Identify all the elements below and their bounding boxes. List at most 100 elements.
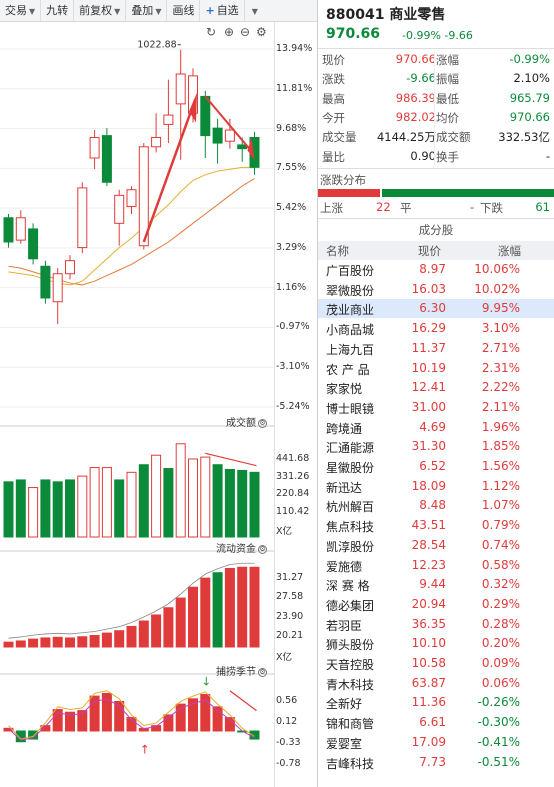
toolbar-ninetransfer-button[interactable]: 九转 <box>41 0 75 22</box>
gear-icon[interactable]: ⚙ <box>258 418 267 428</box>
candle-body <box>175 73 186 105</box>
distribution-up-bar <box>318 189 380 197</box>
constituent-row[interactable]: 凯淳股份 28.54 0.74% <box>318 536 554 555</box>
season-chart: ↑↓ <box>0 673 274 757</box>
stock-change: 10.02% <box>474 281 520 296</box>
zoom-in-icon[interactable]: ⊕ <box>224 25 235 39</box>
constituent-row[interactable]: 农 产 品 10.19 2.31% <box>318 359 554 378</box>
constituent-row[interactable]: 跨境通 4.69 1.96% <box>318 418 554 437</box>
bar-mark <box>200 456 211 538</box>
quote-label: 量比 <box>322 149 345 164</box>
stock-price: 6.52 <box>419 459 446 473</box>
bar-mark <box>224 468 235 538</box>
axis-tick-label: 23.90 <box>276 610 304 622</box>
constituent-row[interactable]: 吉峰科技 7.73 -0.51% <box>318 753 554 772</box>
constituent-row[interactable]: 焦点科技 43.51 0.79% <box>318 516 554 535</box>
bar-mark <box>40 637 51 648</box>
stock-price: 28.54 <box>411 537 446 552</box>
bar-mark <box>212 464 223 538</box>
bar-mark <box>249 471 260 538</box>
constituent-row[interactable]: 若羽臣 36.35 0.28% <box>318 615 554 634</box>
bar-mark <box>126 625 137 648</box>
bar-mark <box>40 479 51 538</box>
down-count: 61 <box>535 200 550 214</box>
quote-value: - <box>545 148 550 163</box>
bar-mark <box>3 727 14 732</box>
zoom-out-icon[interactable]: ⊖ <box>240 25 251 39</box>
refresh-icon[interactable]: ↻ <box>206 25 217 39</box>
chevron-down-icon: ▼ <box>29 6 36 16</box>
stock-change: 0.58% <box>481 557 520 572</box>
constituent-row[interactable]: 茂业商业 6.30 9.95% <box>318 299 554 319</box>
constituent-row[interactable]: 爱婴室 17.09 -0.41% <box>318 733 554 752</box>
stock-change: 0.32% <box>481 577 520 592</box>
stock-name: 博士眼镜 <box>326 401 375 416</box>
constituent-row[interactable]: 杭州解百 8.48 1.07% <box>318 496 554 515</box>
axis-tick-label: 31.27 <box>276 572 304 583</box>
stock-name: 若羽臣 <box>326 618 363 633</box>
axis-tick-label: -0.97% <box>276 321 310 333</box>
header-price[interactable]: 现价 <box>418 244 441 258</box>
trend-up-arrow <box>142 99 197 243</box>
stock-name: 上海九百 <box>326 342 375 357</box>
constituent-row[interactable]: 青木科技 63.87 0.06% <box>318 674 554 693</box>
constituent-row[interactable]: 广百股份 8.97 10.06% <box>318 260 554 279</box>
candle-body <box>101 135 112 183</box>
stock-price: 9.44 <box>419 577 446 592</box>
stock-change: 2.22% <box>481 380 520 395</box>
constituent-row[interactable]: 星徽股份 6.52 1.56% <box>318 457 554 476</box>
bar-mark <box>89 467 100 538</box>
toolbar-trade-button[interactable]: 交易 ▼ <box>0 0 42 22</box>
bar-mark <box>138 464 149 538</box>
chart-area[interactable]: 1022.88 ↑↓ <box>0 22 274 787</box>
toolbar-overlay-button[interactable]: 叠加 ▼ <box>126 0 168 22</box>
bar-mark <box>237 469 248 538</box>
toolbar-adjust-button[interactable]: 前复权 ▼ <box>74 0 127 22</box>
bar-mark <box>188 586 198 648</box>
bar-mark <box>200 693 211 732</box>
stock-change: 2.71% <box>481 340 520 355</box>
constituent-row[interactable]: 全新好 11.36 -0.26% <box>318 693 554 712</box>
gear-icon[interactable]: ⚙ <box>258 667 267 677</box>
toolbar-watchlist-button[interactable]: + 自选 <box>200 0 245 22</box>
stock-change: 0.29% <box>481 596 520 611</box>
bar-mark <box>77 636 88 648</box>
stock-change: 1.07% <box>481 498 520 513</box>
stock-change: -0.41% <box>477 734 520 749</box>
constituent-row[interactable]: 小商品城 16.29 3.10% <box>318 319 554 338</box>
bar-mark <box>28 730 39 740</box>
divider <box>318 168 554 169</box>
constituent-row[interactable]: 天音控股 10.58 0.09% <box>318 654 554 673</box>
constituent-row[interactable]: 深 赛 格 9.44 0.32% <box>318 575 554 594</box>
constituent-row[interactable]: 狮头股份 10.10 0.20% <box>318 634 554 653</box>
quote-row: 现价 970.66 涨幅 -0.99% <box>318 52 554 69</box>
toolbar-more-button[interactable]: ▼ <box>245 0 263 22</box>
arrow-head-icon <box>189 92 197 123</box>
candle-body <box>114 194 125 224</box>
header-name[interactable]: 名称 <box>326 244 349 258</box>
axis-tick-label: 441.68 <box>276 453 310 464</box>
stock-name: 翠微股份 <box>326 283 375 298</box>
constituent-row[interactable]: 上海九百 11.37 2.71% <box>318 339 554 358</box>
stock-price: 8.48 <box>419 498 446 513</box>
constituent-row[interactable]: 博士眼镜 31.00 2.11% <box>318 398 554 417</box>
gear-icon[interactable]: ⚙ <box>258 544 267 554</box>
axis-tick-label: 1.16% <box>276 281 307 293</box>
flat-count: - <box>470 200 475 214</box>
settings-icon[interactable]: ⚙ <box>256 25 267 39</box>
constituent-row[interactable]: 汇通能源 31.30 1.85% <box>318 437 554 456</box>
constituent-row[interactable]: 新迅达 18.09 1.12% <box>318 477 554 496</box>
axis-tick-label: -0.78 <box>276 758 301 769</box>
stock-price: 36.35 <box>411 616 446 631</box>
stock-name: 狮头股份 <box>326 638 375 653</box>
toolbar-draw-button[interactable]: 画线 <box>167 0 201 22</box>
constituent-row[interactable]: 家家悦 12.41 2.22% <box>318 378 554 397</box>
season-line-a <box>8 690 255 740</box>
constituent-row[interactable]: 翠微股份 16.03 10.02% <box>318 280 554 299</box>
constituent-row[interactable]: 锦和商管 6.61 -0.30% <box>318 713 554 732</box>
constituent-row[interactable]: 德必集团 20.94 0.29% <box>318 595 554 614</box>
stock-change: 0.20% <box>481 636 520 651</box>
header-change[interactable]: 涨幅 <box>498 244 521 258</box>
constituent-row[interactable]: 爱施德 12.23 0.58% <box>318 556 554 575</box>
stock-change: 10.06% <box>474 262 520 276</box>
